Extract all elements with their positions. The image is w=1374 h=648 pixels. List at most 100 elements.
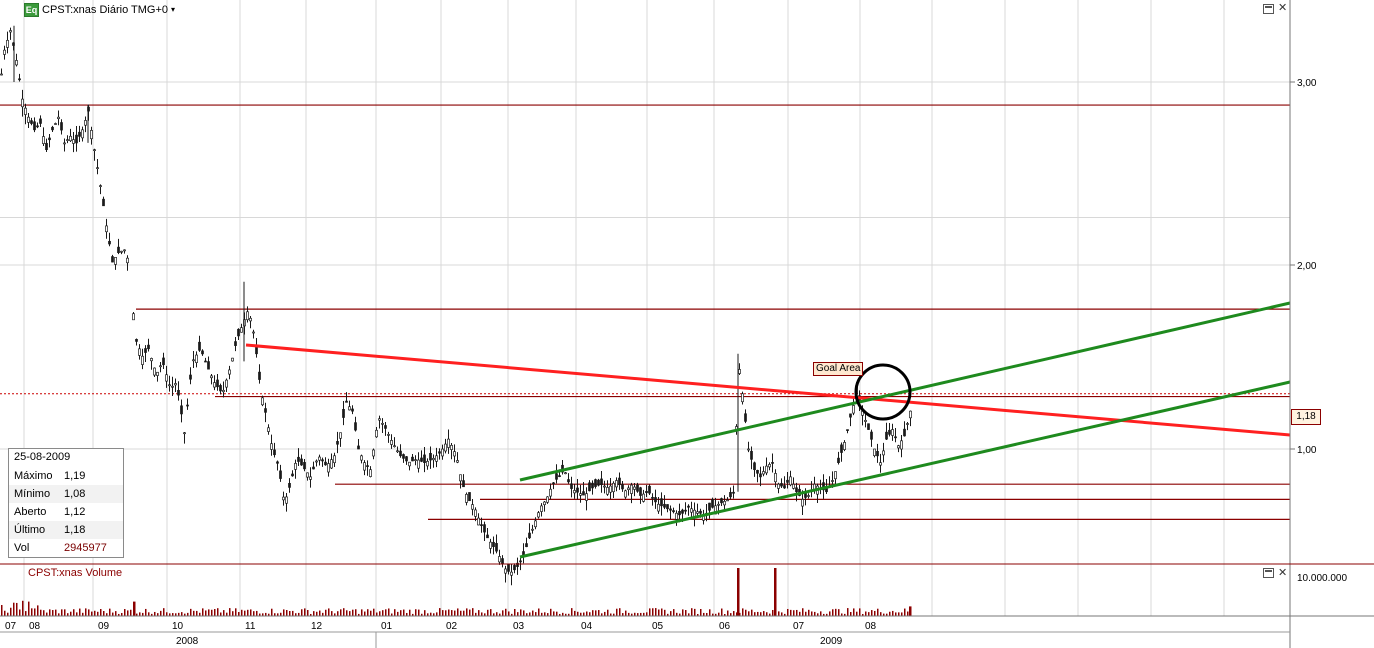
volume-bar [793, 610, 795, 616]
volume-bar [697, 613, 699, 616]
volume-bar [871, 610, 873, 616]
chart-title[interactable]: Eq CPST:xnas Diário TMG+0 ▾ [24, 2, 175, 17]
volume-bar [157, 613, 159, 616]
volume-bar [472, 608, 474, 616]
x-month-label: 08 [29, 621, 41, 632]
volume-bar [373, 608, 375, 616]
candle-body [711, 499, 714, 508]
volume-bar [406, 612, 408, 616]
candle-body [168, 384, 171, 387]
infobox-label: Máximo [14, 470, 53, 482]
candle-body [675, 512, 678, 520]
volume-bar [760, 612, 762, 616]
volume-bar [604, 611, 606, 616]
volume-bar [823, 613, 825, 616]
x-month-label: 02 [446, 621, 458, 632]
volume-bar [289, 611, 291, 616]
goal-area-label[interactable]: Goal Area [813, 362, 864, 376]
candle-body [36, 125, 39, 128]
candle-body [333, 455, 336, 464]
candle-body [588, 482, 591, 492]
volume-bar [361, 609, 363, 616]
volume-bar [262, 613, 264, 616]
chevron-down-icon[interactable]: ▾ [171, 5, 176, 14]
candle-body [240, 327, 243, 333]
volume-bar [712, 613, 714, 616]
volume-bar [517, 612, 519, 616]
candle-body [105, 225, 108, 233]
volume-bar [109, 608, 111, 616]
volume-bar [754, 612, 756, 616]
candle-body [609, 485, 612, 493]
candle-body [297, 456, 300, 462]
volume-bar [301, 609, 303, 616]
restore-icon[interactable] [1263, 568, 1274, 578]
volume-bar [637, 613, 639, 616]
volume-bar [781, 612, 783, 616]
candle-body [264, 408, 267, 413]
volume-bar [163, 608, 165, 616]
volume-bar [673, 609, 675, 616]
volume-bar [244, 610, 246, 616]
volume-bar [241, 609, 243, 616]
candle-body [72, 139, 75, 144]
volume-bar [22, 600, 24, 616]
candle-body [231, 357, 234, 362]
infobox-value: 1,08 [64, 488, 86, 500]
volume-bar [610, 613, 612, 616]
volume-bar [832, 609, 834, 616]
volume-bar [733, 611, 735, 616]
volume-bar [61, 609, 63, 616]
candle-body [786, 479, 789, 483]
volume-bar [769, 613, 771, 616]
candle-body [792, 483, 795, 489]
candle-body [114, 257, 117, 265]
candle-body [690, 508, 693, 513]
volume-bar [364, 611, 366, 616]
candle-body [357, 445, 360, 450]
candle-body [351, 408, 354, 412]
restore-icon[interactable] [1263, 4, 1274, 14]
candle-body [603, 485, 606, 488]
volume-bar [358, 613, 360, 616]
close-icon[interactable]: ✕ [1278, 2, 1288, 14]
volume-bar [856, 611, 858, 616]
volume-bar [547, 613, 549, 616]
candle-body [678, 510, 681, 516]
volume-bar [403, 609, 405, 616]
x-month-label: 04 [581, 621, 593, 632]
candle-body [567, 479, 570, 483]
candle-body [213, 382, 216, 388]
candle-body [660, 498, 663, 507]
infobox-row-last: Último 1,18 [9, 521, 123, 539]
candle-body [342, 408, 345, 418]
ohlc-infobox: 25-08-2009 Máximo 1,19 Mínimo 1,08 Abert… [8, 448, 124, 558]
infobox-value: 2945977 [64, 542, 107, 554]
volume-bar [601, 613, 603, 616]
volume-bar [838, 609, 840, 616]
volume-bar [703, 612, 705, 616]
volume-bar [226, 612, 228, 616]
volume-bar [568, 613, 570, 616]
candle-body [0, 73, 3, 76]
candle-body [897, 445, 900, 449]
volume-bar [496, 612, 498, 616]
close-icon[interactable]: ✕ [1278, 567, 1288, 579]
volume-bar [481, 612, 483, 616]
candle-body [594, 479, 597, 487]
candle-body [9, 30, 12, 33]
volume-bar [235, 608, 237, 616]
volume-panel-title: CPST:xnas Volume [28, 567, 123, 579]
candle-body [183, 432, 186, 435]
candle-body [249, 317, 252, 322]
volume-bar [685, 610, 687, 616]
candle-body [210, 375, 213, 379]
candle-body [57, 116, 60, 120]
trend-lines [245, 301, 1291, 559]
candlesticks [0, 25, 912, 586]
candle-body [102, 198, 105, 207]
volume-bar [400, 610, 402, 616]
volume-bar [790, 609, 792, 616]
candle-body [150, 358, 153, 362]
